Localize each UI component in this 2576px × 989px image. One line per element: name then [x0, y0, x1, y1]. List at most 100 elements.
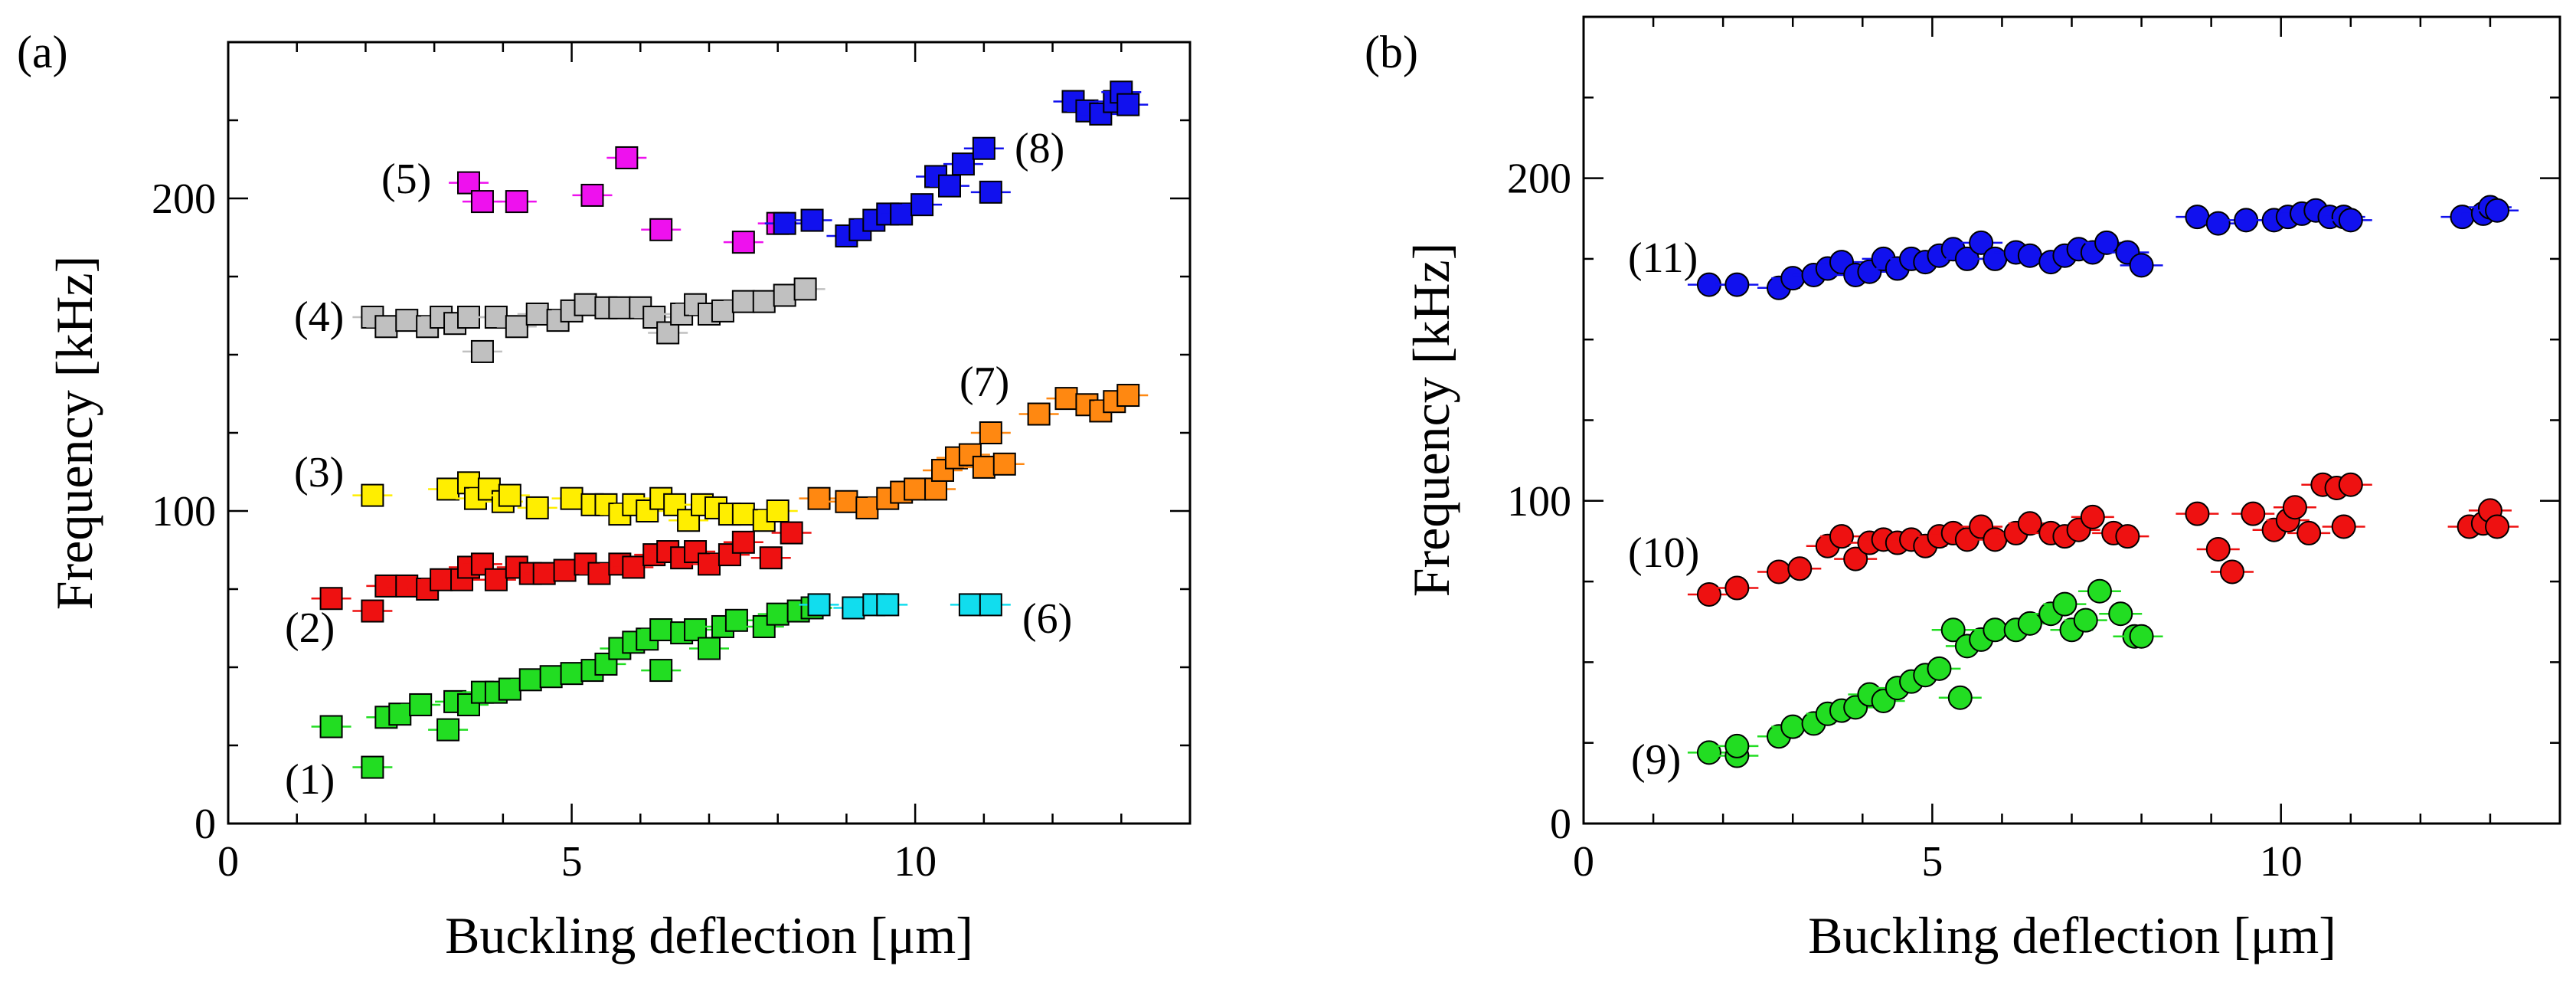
- data-point-square: [972, 136, 995, 160]
- data-point-circle: [1787, 556, 1813, 581]
- data-point-square: [361, 599, 384, 623]
- data-point-circle: [2108, 601, 2133, 627]
- data-point-square: [835, 490, 858, 513]
- data-point-circle: [1780, 266, 1806, 291]
- data-point-circle: [2282, 495, 2307, 520]
- series-label-5: (5): [381, 156, 431, 203]
- data-point-square: [1116, 384, 1140, 408]
- data-point-square: [484, 306, 508, 329]
- data-point-circle: [2052, 591, 2077, 617]
- data-point-square: [752, 614, 776, 638]
- data-point-square: [663, 493, 687, 516]
- x-tick-label: 10: [2260, 838, 2303, 886]
- data-point-circle: [2073, 607, 2098, 633]
- data-point-square: [979, 421, 1002, 444]
- data-point-square: [773, 211, 796, 235]
- data-point-circle: [2129, 624, 2154, 649]
- data-point-circle: [2087, 578, 2112, 604]
- data-point-square: [766, 499, 789, 522]
- data-point-square: [525, 496, 549, 519]
- x-tick-label: 10: [894, 838, 937, 886]
- data-point-square: [780, 521, 803, 545]
- panel-a-label: (a): [17, 27, 68, 77]
- data-point-square: [972, 455, 995, 479]
- data-point-circle: [2185, 501, 2210, 526]
- data-point-square: [615, 146, 639, 169]
- data-point-square: [539, 665, 563, 689]
- data-point-circle: [2338, 208, 2363, 233]
- data-point-square: [409, 693, 433, 716]
- panel-b-y-axis-label: Frequency [kHz]: [1402, 243, 1460, 598]
- series-6: [799, 593, 1011, 620]
- series-8: [764, 80, 1149, 247]
- panel-a-x-axis-label: Buckling deflection [μm]: [445, 906, 973, 964]
- panel-b-x-axis-label: Buckling deflection [μm]: [1808, 906, 2336, 964]
- data-point-square: [979, 593, 1002, 617]
- y-tick-label: 0: [195, 801, 216, 848]
- data-point-square: [731, 503, 755, 526]
- y-tick-label: 0: [1550, 801, 1571, 848]
- data-point-square: [388, 702, 412, 726]
- series-3: [352, 471, 798, 532]
- data-point-square: [979, 180, 1002, 204]
- data-point-circle: [2331, 514, 2356, 539]
- data-point-square: [876, 593, 900, 617]
- x-tick-label: 0: [217, 838, 239, 886]
- data-point-square: [910, 193, 934, 217]
- data-point-square: [649, 659, 673, 683]
- data-point-circle: [2115, 524, 2140, 549]
- y-tick-label: 200: [1507, 156, 1571, 203]
- data-point-square: [436, 718, 460, 742]
- x-tick-label: 0: [1573, 838, 1594, 886]
- data-point-circle: [2080, 504, 2105, 529]
- series-11: [1687, 195, 2519, 300]
- data-point-circle: [2017, 611, 2042, 636]
- series-label-8: (8): [1015, 125, 1064, 172]
- data-point-square: [752, 290, 776, 313]
- data-point-circle: [1724, 272, 1750, 297]
- data-point-square: [470, 339, 494, 363]
- series-label-2: (2): [285, 604, 335, 652]
- data-point-circle: [1829, 524, 1854, 549]
- panel-a-ticks: [227, 41, 1192, 825]
- data-point-square: [890, 202, 914, 226]
- data-point-square: [1027, 402, 1051, 426]
- data-point-circle: [1947, 685, 1973, 710]
- data-point-circle: [2219, 559, 2244, 585]
- series-label-11: (11): [1628, 234, 1698, 282]
- data-point-square: [649, 218, 673, 241]
- data-point-circle: [1767, 559, 1791, 585]
- data-point-circle: [2129, 253, 2154, 278]
- data-point-circle: [1983, 527, 2008, 552]
- data-point-square: [855, 496, 879, 519]
- y-tick-label: 100: [1507, 478, 1571, 526]
- data-point-square: [484, 568, 508, 591]
- series-2: [311, 521, 812, 623]
- data-point-square: [374, 315, 398, 339]
- data-point-square: [951, 152, 975, 176]
- data-point-circle: [1780, 714, 1806, 739]
- data-point-square: [560, 662, 584, 686]
- data-point-circle: [2205, 536, 2231, 562]
- data-point-square: [457, 171, 480, 195]
- data-point-square: [773, 283, 796, 307]
- series-label-7: (7): [959, 359, 1009, 406]
- data-point-square: [457, 306, 480, 329]
- series-label-1: (1): [285, 756, 335, 804]
- data-point-square: [1054, 387, 1078, 411]
- series-5: [449, 146, 798, 254]
- data-point-square: [842, 596, 865, 620]
- x-tick-label: 5: [1921, 838, 1943, 886]
- data-point-circle: [2296, 520, 2322, 545]
- data-point-square: [505, 190, 528, 214]
- data-point-square: [724, 608, 748, 632]
- data-point-square: [553, 558, 577, 582]
- data-point-square: [505, 315, 528, 339]
- data-point-square: [580, 183, 604, 207]
- data-point-circle: [2205, 211, 2231, 236]
- panel-b-plot-frame: [1582, 15, 2561, 825]
